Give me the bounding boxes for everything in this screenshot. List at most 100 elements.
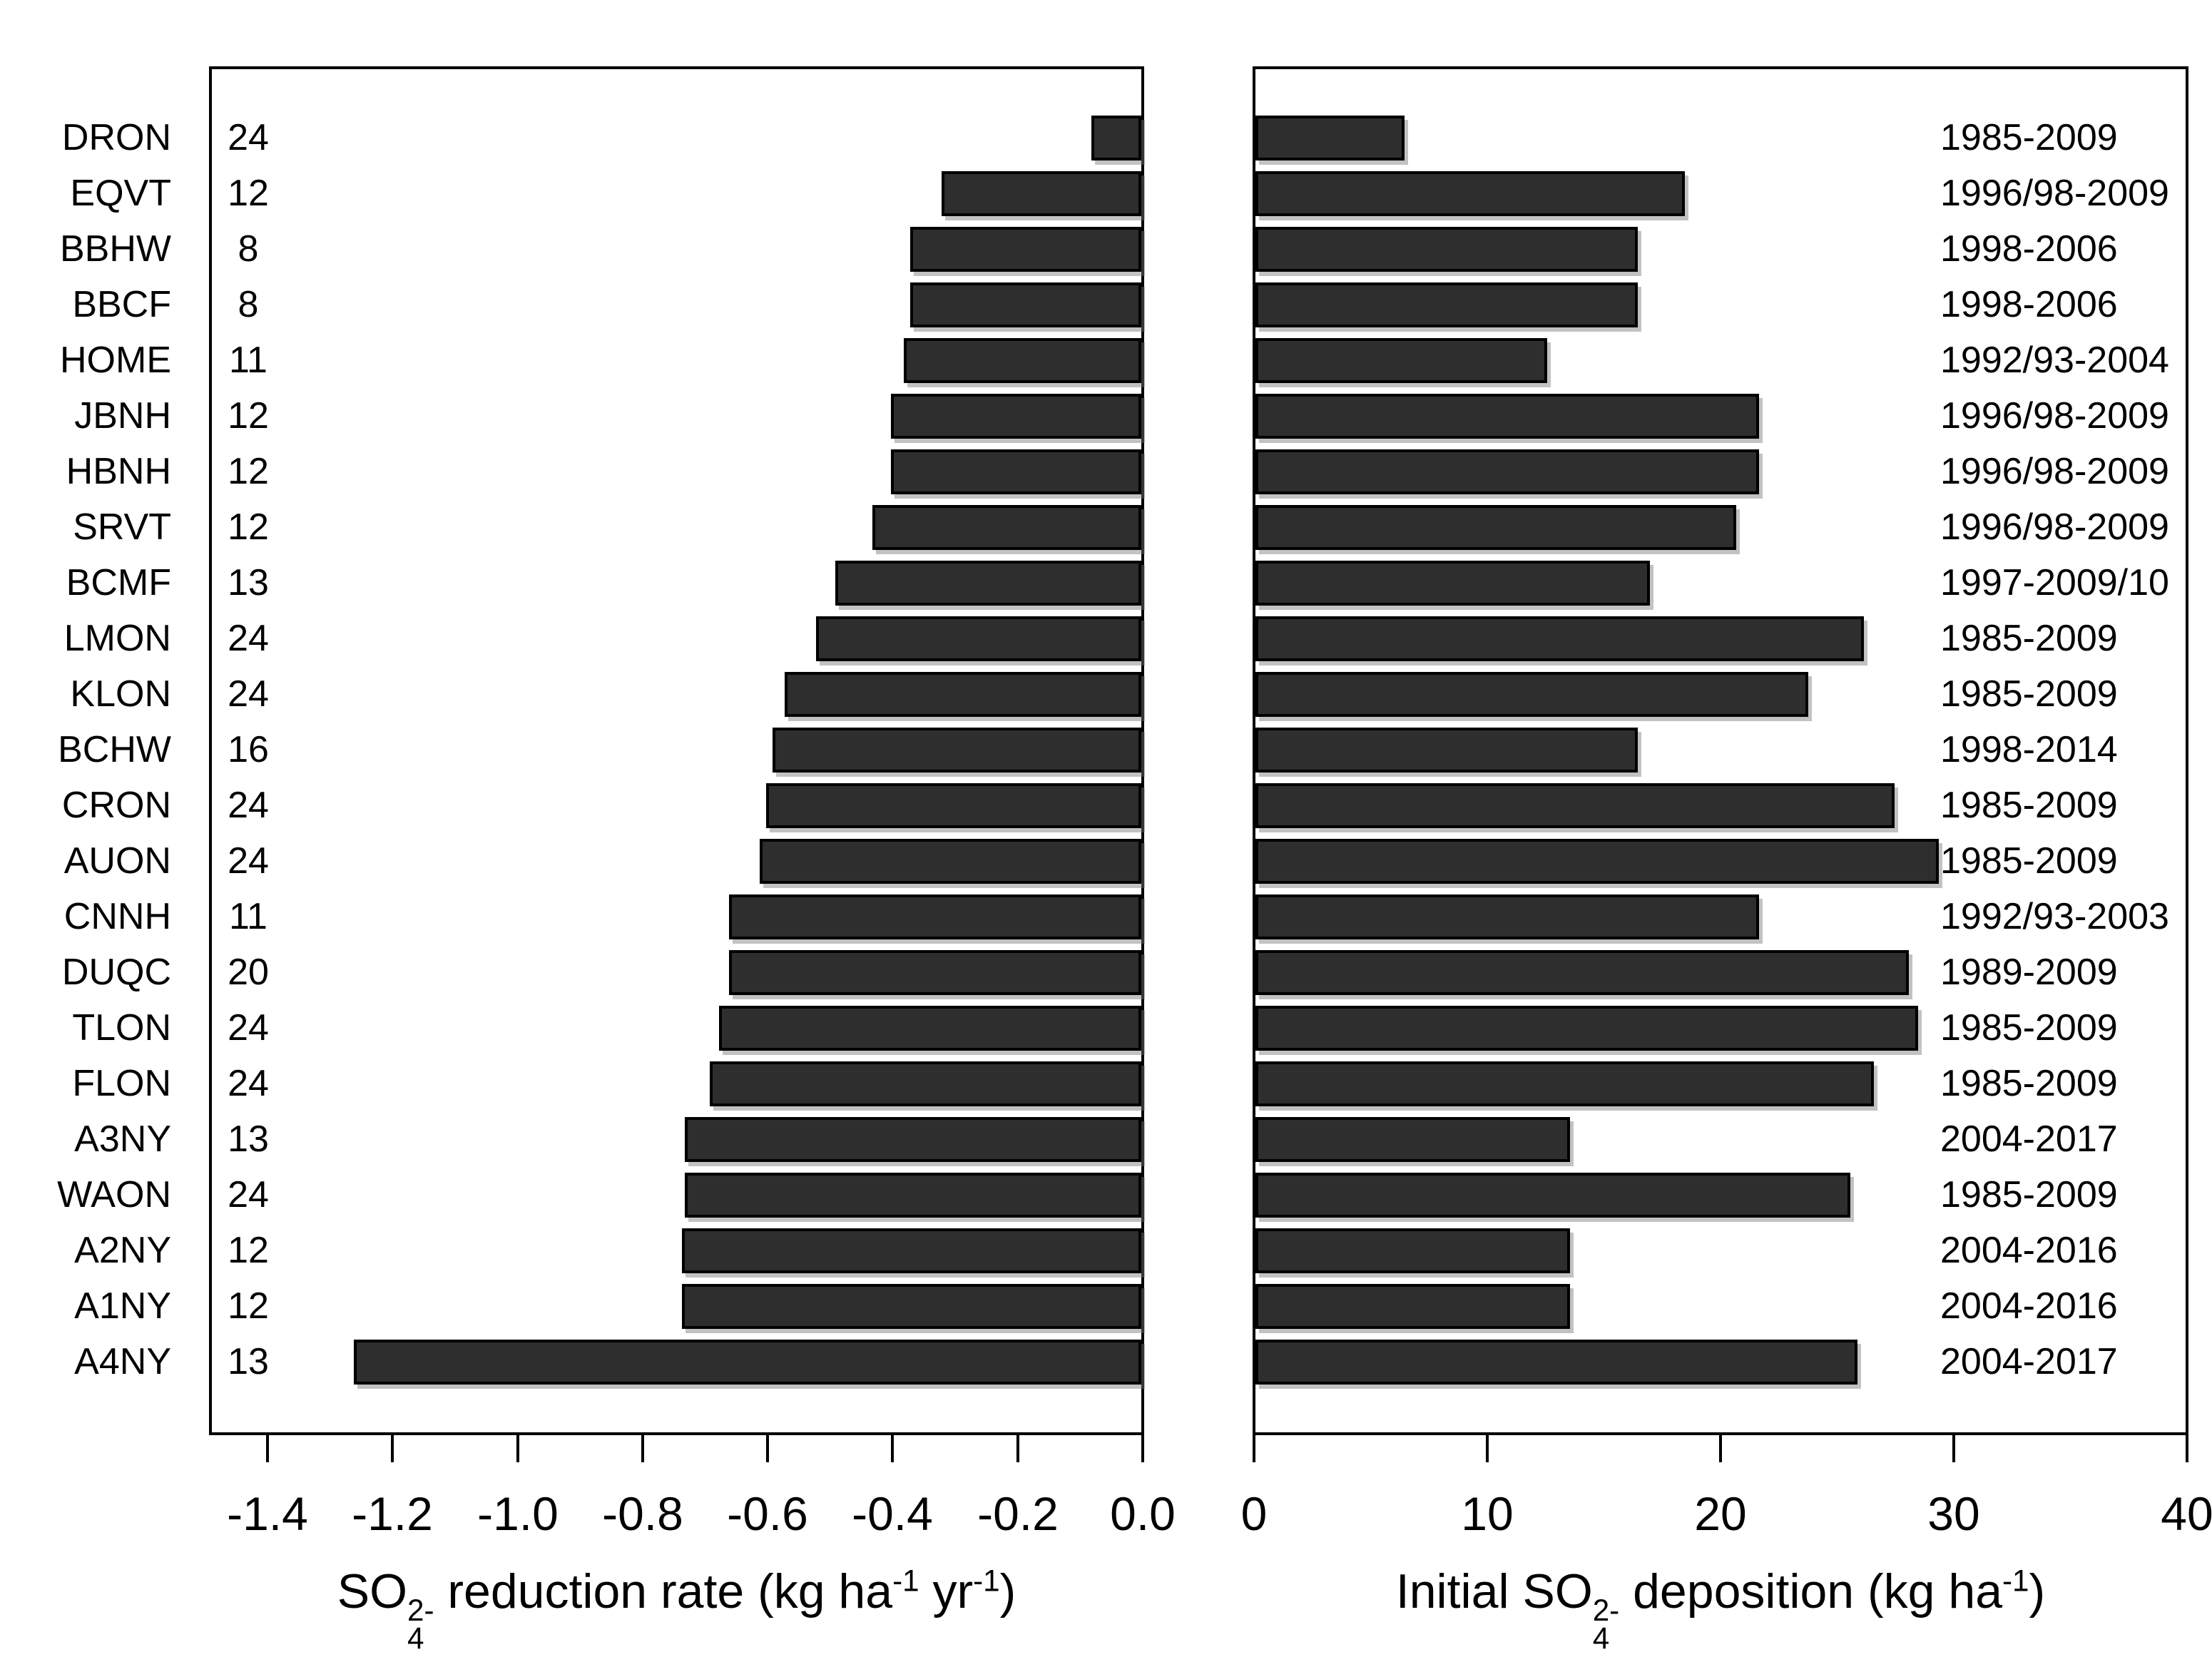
bar-rate-a4ny bbox=[354, 1340, 1141, 1385]
tick-mark-left--1.4 bbox=[266, 1435, 269, 1462]
site-label-bcmf: BCMF bbox=[66, 562, 171, 603]
tick-mark-left--0.4 bbox=[891, 1435, 894, 1462]
tick-label-left-0.0: 0.0 bbox=[1110, 1487, 1176, 1540]
bar-deposition-bbhw bbox=[1255, 227, 1638, 272]
tick-label-right-30: 30 bbox=[1927, 1487, 1980, 1540]
site-label-a4ny: A4NY bbox=[74, 1341, 171, 1382]
n-years-label-duqc: 20 bbox=[228, 952, 269, 993]
n-years-label-waon: 24 bbox=[228, 1174, 269, 1215]
n-years-label-flon: 24 bbox=[228, 1063, 269, 1104]
tick-mark-left--0.2 bbox=[1016, 1435, 1019, 1462]
tick-mark-left--1.2 bbox=[391, 1435, 394, 1462]
bar-deposition-home bbox=[1255, 338, 1547, 383]
period-label-bchw: 1998-2014 bbox=[1940, 729, 2118, 770]
tick-mark-left-0.0 bbox=[1141, 1435, 1144, 1462]
bar-deposition-lmon bbox=[1255, 616, 1864, 661]
bar-deposition-jbnh bbox=[1255, 394, 1759, 439]
bar-rate-bchw bbox=[773, 728, 1141, 773]
bar-rate-bbcf bbox=[910, 282, 1141, 327]
n-years-label-bcmf: 13 bbox=[228, 562, 269, 603]
bar-deposition-a2ny bbox=[1255, 1228, 1570, 1273]
bar-rate-srvt bbox=[872, 505, 1141, 550]
n-years-label-cnnh: 11 bbox=[229, 896, 267, 937]
n-years-label-bchw: 16 bbox=[228, 729, 269, 770]
period-label-klon: 1985-2009 bbox=[1940, 673, 2118, 715]
n-years-label-a1ny: 12 bbox=[228, 1285, 269, 1327]
bar-rate-tlon bbox=[719, 1006, 1141, 1051]
bar-rate-waon bbox=[685, 1173, 1141, 1218]
bar-rate-home bbox=[904, 338, 1141, 383]
bar-rate-flon bbox=[710, 1061, 1141, 1106]
tick-label-left--0.6: -0.6 bbox=[727, 1487, 808, 1540]
n-years-label-a4ny: 13 bbox=[228, 1341, 269, 1382]
left-panel bbox=[209, 66, 1144, 1435]
bar-rate-dron bbox=[1091, 116, 1141, 160]
n-years-label-auon: 24 bbox=[228, 840, 269, 882]
bar-deposition-eqvt bbox=[1255, 171, 1685, 216]
site-label-hbnh: HBNH bbox=[66, 451, 171, 492]
bar-rate-klon bbox=[785, 672, 1141, 717]
period-label-bbcf: 1998-2006 bbox=[1940, 284, 2118, 325]
site-label-a3ny: A3NY bbox=[74, 1118, 171, 1160]
n-years-label-dron: 24 bbox=[228, 117, 269, 158]
period-label-cron: 1985-2009 bbox=[1940, 785, 2118, 826]
period-label-duqc: 1989-2009 bbox=[1940, 952, 2118, 993]
site-label-bchw: BCHW bbox=[58, 729, 171, 770]
site-label-cron: CRON bbox=[61, 785, 171, 826]
bar-rate-eqvt bbox=[942, 171, 1141, 216]
period-label-dron: 1985-2009 bbox=[1940, 117, 2118, 158]
bar-deposition-hbnh bbox=[1255, 449, 1759, 494]
site-label-duqc: DUQC bbox=[61, 952, 171, 993]
tick-label-right-40: 40 bbox=[2161, 1487, 2212, 1540]
bar-rate-a3ny bbox=[685, 1117, 1141, 1162]
bar-deposition-a1ny bbox=[1255, 1284, 1570, 1329]
bar-deposition-cron bbox=[1255, 783, 1895, 828]
period-label-a4ny: 2004-2017 bbox=[1940, 1341, 2118, 1382]
period-label-auon: 1985-2009 bbox=[1940, 840, 2118, 882]
bar-rate-jbnh bbox=[891, 394, 1141, 439]
tick-label-left--1.2: -1.2 bbox=[352, 1487, 433, 1540]
period-label-jbnh: 1996/98-2009 bbox=[1940, 395, 2169, 437]
n-years-label-jbnh: 12 bbox=[228, 395, 269, 437]
bar-deposition-bchw bbox=[1255, 728, 1638, 773]
n-years-label-a2ny: 12 bbox=[228, 1230, 269, 1271]
tick-label-left--0.4: -0.4 bbox=[852, 1487, 933, 1540]
period-label-bcmf: 1997-2009/10 bbox=[1940, 562, 2169, 603]
n-years-label-klon: 24 bbox=[228, 673, 269, 715]
site-label-tlon: TLON bbox=[72, 1007, 171, 1049]
period-label-cnnh: 1992/93-2003 bbox=[1940, 896, 2169, 937]
bar-rate-cnnh bbox=[729, 894, 1141, 939]
bar-rate-bcmf bbox=[835, 561, 1141, 606]
period-label-waon: 1985-2009 bbox=[1940, 1174, 2118, 1215]
n-years-label-a3ny: 13 bbox=[228, 1118, 269, 1160]
n-years-label-eqvt: 12 bbox=[228, 173, 269, 214]
site-label-klon: KLON bbox=[70, 673, 171, 715]
site-label-auon: AUON bbox=[63, 840, 171, 882]
bar-deposition-flon bbox=[1255, 1061, 1874, 1106]
axis-title-text: SO bbox=[337, 1564, 407, 1619]
right-axis-title: Initial SO 2- 4 deposition (kg ha-1) bbox=[1395, 1564, 2046, 1655]
bar-rate-bbhw bbox=[910, 227, 1141, 272]
bar-rate-a1ny bbox=[682, 1284, 1141, 1329]
site-label-cnnh: CNNH bbox=[63, 896, 171, 937]
tick-mark-left--0.6 bbox=[766, 1435, 769, 1462]
period-label-hbnh: 1996/98-2009 bbox=[1940, 451, 2169, 492]
tick-label-right-10: 10 bbox=[1461, 1487, 1514, 1540]
bar-deposition-bbcf bbox=[1255, 282, 1638, 327]
bar-deposition-srvt bbox=[1255, 505, 1736, 550]
bar-rate-cron bbox=[766, 783, 1141, 828]
bar-deposition-tlon bbox=[1255, 1006, 1918, 1051]
period-label-a1ny: 2004-2016 bbox=[1940, 1285, 2118, 1327]
n-years-label-bbhw: 8 bbox=[238, 228, 259, 270]
period-label-flon: 1985-2009 bbox=[1940, 1063, 2118, 1104]
site-label-bbhw: BBHW bbox=[60, 228, 171, 270]
bar-rate-a2ny bbox=[682, 1228, 1141, 1273]
bar-deposition-bcmf bbox=[1255, 561, 1650, 606]
tick-label-right-20: 20 bbox=[1694, 1487, 1747, 1540]
site-label-flon: FLON bbox=[72, 1063, 171, 1104]
bar-deposition-waon bbox=[1255, 1173, 1850, 1218]
period-label-srvt: 1996/98-2009 bbox=[1940, 506, 2169, 548]
tick-label-left--1.0: -1.0 bbox=[477, 1487, 559, 1540]
bar-deposition-a3ny bbox=[1255, 1117, 1570, 1162]
site-label-waon: WAON bbox=[57, 1174, 171, 1215]
